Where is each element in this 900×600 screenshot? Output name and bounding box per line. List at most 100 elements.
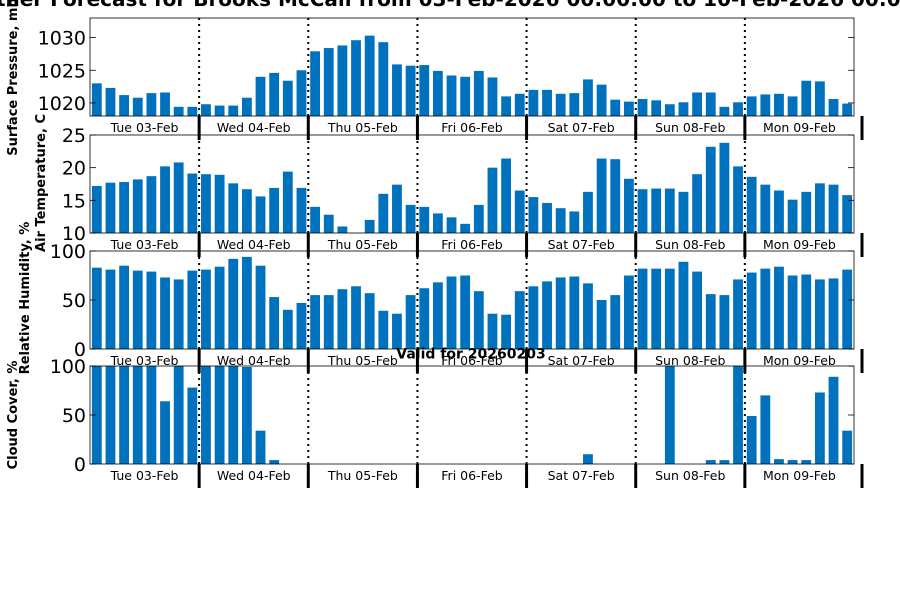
x-tick-label: Sat 07-Feb	[548, 237, 615, 252]
humidity-bar	[241, 256, 252, 349]
humidity-bar	[419, 288, 430, 349]
humidity-bar	[760, 268, 771, 349]
pressure-bar	[828, 99, 839, 116]
cloud-cover-bar	[132, 366, 143, 464]
temperature-bar	[501, 158, 512, 233]
temperature-bar	[542, 202, 552, 233]
humidity-bar	[364, 293, 375, 349]
y-tick-label: 0	[74, 339, 86, 361]
y-tick-label: 25	[62, 125, 86, 147]
cloud-cover-bar	[801, 460, 812, 464]
temperature-bar	[596, 158, 607, 233]
cloud-cover-bar	[91, 366, 102, 464]
cloud-cover-bar	[187, 387, 198, 464]
x-tick-label: Tue 03-Feb	[110, 237, 179, 252]
cloud-cover-bar	[733, 366, 743, 464]
temperature-bar	[146, 176, 157, 233]
pressure-bar	[392, 64, 402, 116]
humidity-bar	[378, 310, 389, 349]
pressure-bar	[132, 97, 143, 116]
humidity-bar	[214, 266, 225, 349]
temperature-bar	[623, 178, 634, 233]
pressure-axes-frame	[89, 17, 855, 117]
x-tick-label: Sat 07-Feb	[548, 120, 615, 135]
humidity-bar	[296, 302, 307, 349]
chart-title: Weather Forecast for Brooks McCall from …	[0, 0, 900, 11]
x-tick-label: Sun 08-Feb	[655, 237, 725, 252]
temperature-bar	[555, 208, 566, 233]
humidity-bar	[405, 295, 416, 349]
pressure-bar	[487, 77, 498, 116]
humidity-bar	[132, 270, 143, 349]
pressure-bar	[105, 87, 116, 116]
pressure-bar	[310, 51, 321, 116]
x-tick-label: Fri 06-Feb	[441, 468, 502, 483]
temperature-bar	[337, 226, 348, 233]
humidity-bar	[337, 289, 348, 349]
pressure-bar	[119, 95, 130, 116]
humidity-bar	[705, 294, 716, 349]
x-tick-label: Sat 07-Feb	[548, 468, 615, 483]
pressure-bar	[842, 103, 853, 116]
y-tick-label: 10	[62, 223, 86, 245]
cloud-cover-bar	[146, 366, 157, 464]
pressure-bar	[364, 35, 375, 116]
temperature-bar	[241, 189, 252, 233]
cloud-cover-bar	[705, 460, 716, 464]
temperature-bar	[228, 183, 239, 233]
humidity-bar	[651, 268, 662, 349]
y-tick-label: 20	[62, 158, 86, 180]
humidity-bar	[828, 278, 839, 349]
pressure-bar	[705, 92, 716, 116]
humidity-bar	[187, 270, 198, 349]
y-tick-label: 50	[62, 290, 86, 312]
temperature-bar	[282, 171, 293, 233]
pressure-bar	[378, 42, 389, 116]
humidity-bar	[323, 295, 334, 349]
cloud-cover-bar	[269, 460, 280, 464]
temperature-bar	[828, 184, 839, 233]
y-tick-label: 1020	[38, 93, 86, 115]
y-tick-label: 1030	[38, 28, 86, 50]
pressure-bar	[501, 96, 512, 116]
pressure-bar	[228, 105, 239, 116]
pressure-bar	[596, 84, 607, 116]
pressure-bar	[733, 102, 743, 116]
pressure-bar	[610, 99, 621, 116]
pressure-bar	[419, 65, 430, 116]
x-tick-label: Sat 07-Feb	[548, 353, 615, 368]
pressure-bar	[514, 93, 525, 116]
cloud-cover-bar	[814, 392, 825, 464]
pressure-bar	[801, 80, 812, 116]
humidity-bar	[392, 313, 402, 349]
temperature-bar	[610, 159, 621, 233]
temperature-bar	[678, 191, 689, 233]
humidity-bar	[664, 268, 675, 349]
pressure-bar	[201, 104, 211, 116]
x-tick-label: Thu 05-Feb	[327, 120, 398, 135]
temperature-bar	[105, 182, 116, 233]
pressure-bar	[664, 104, 675, 116]
temperature-bar	[487, 167, 498, 233]
temperature-bar	[378, 193, 389, 233]
pressure-bar	[146, 93, 157, 116]
humidity-bar	[255, 265, 266, 349]
pressure-bar	[692, 92, 703, 116]
humidity-bar	[91, 267, 102, 349]
cloud-cover-bar	[828, 376, 839, 464]
humidity-bar	[473, 291, 484, 349]
temperature-y-axis-label: Air Temperature, C	[34, 114, 49, 252]
cloud-cover-bar	[119, 366, 130, 464]
humidity-y-axis-label: Relative Humidity, %	[18, 222, 33, 375]
temperature-bar	[187, 173, 198, 233]
temperature-bar	[692, 174, 703, 233]
temperature-bar	[569, 211, 580, 233]
temperature-bar	[201, 174, 211, 233]
humidity-bar	[310, 295, 321, 349]
temperature-bar	[583, 191, 593, 233]
temperature-bars	[91, 142, 853, 233]
pressure-bar	[160, 92, 170, 116]
x-tick-label: Tue 03-Feb	[110, 468, 179, 483]
